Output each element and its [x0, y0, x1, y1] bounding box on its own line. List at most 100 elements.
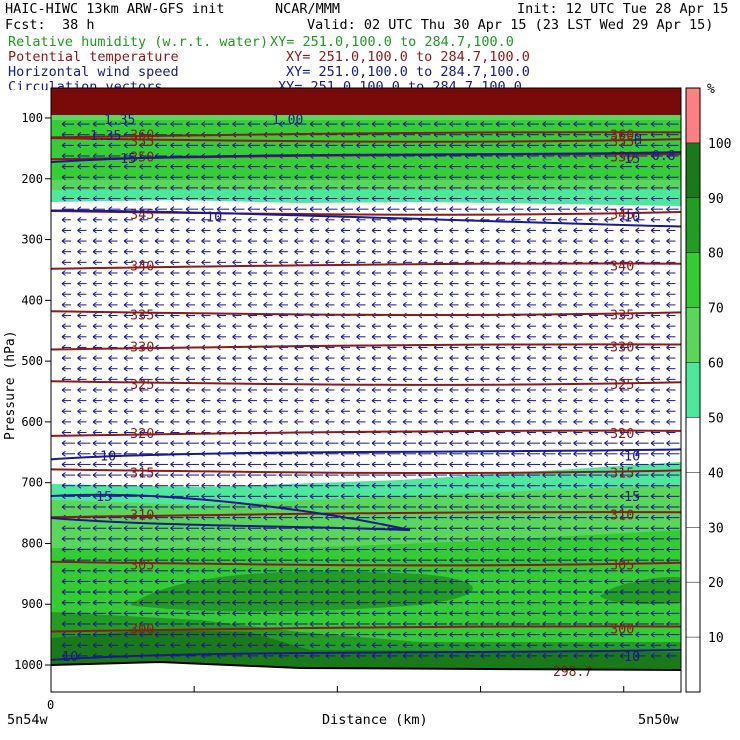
vector-head: [619, 450, 624, 457]
vector-head: [247, 621, 252, 627]
vector-head: [511, 525, 516, 532]
vector-head: [371, 493, 376, 500]
theta-contour: [51, 560, 681, 567]
vector-head: [232, 631, 237, 638]
vector-head: [108, 312, 113, 319]
theta-label: 335: [130, 307, 154, 323]
vector-head: [356, 578, 361, 585]
vector-head: [108, 621, 113, 627]
vector-head: [418, 482, 423, 489]
vector-head: [247, 184, 252, 191]
vector-head: [619, 163, 624, 170]
vector-head: [371, 514, 376, 521]
vector-head: [449, 546, 454, 553]
vector-head: [340, 376, 345, 383]
vector-head: [433, 493, 438, 500]
wind-speed-label: 10: [100, 448, 116, 464]
vector-head: [201, 567, 206, 574]
vector-head: [170, 461, 175, 468]
vector-head: [387, 546, 392, 553]
vector-head: [480, 238, 485, 244]
wind-speed-label: 10: [62, 649, 78, 665]
vector-head: [619, 418, 624, 425]
vector-head: [247, 599, 252, 606]
vector-head: [201, 227, 206, 234]
vector-head: [232, 291, 237, 298]
vector-head: [170, 567, 175, 574]
vector-head: [294, 206, 299, 213]
vector-head: [542, 355, 547, 361]
vector-head: [201, 631, 206, 638]
vector-head: [61, 291, 66, 298]
vector-head: [619, 610, 624, 617]
vector-head: [387, 418, 392, 425]
vector-head: [123, 461, 128, 468]
vector-head: [402, 440, 407, 447]
vector-head: [356, 599, 361, 606]
vector-head: [232, 567, 237, 574]
vector-head: [402, 174, 407, 181]
vector-head: [526, 440, 531, 447]
vector-head: [480, 121, 485, 127]
theta-label: 325: [130, 377, 154, 393]
vector-head: [263, 142, 268, 149]
vector-head: [294, 142, 299, 149]
vector-head: [449, 174, 454, 181]
vector-head: [61, 216, 66, 223]
vector-head: [511, 408, 516, 415]
vector-head: [557, 142, 562, 149]
vector-head: [371, 121, 376, 127]
vector-head: [573, 323, 578, 330]
vector-head: [294, 227, 299, 234]
vector-head: [604, 642, 609, 649]
vector-head: [232, 301, 237, 308]
vector-head: [495, 482, 500, 489]
vector-head: [185, 599, 190, 606]
vector-head: [170, 589, 175, 595]
vector-head: [635, 387, 640, 393]
vector-head: [356, 355, 361, 361]
vector-head: [526, 355, 531, 361]
vector-head: [356, 557, 361, 564]
vector-head: [232, 174, 237, 181]
vector-head: [340, 184, 345, 191]
vector-head: [294, 461, 299, 468]
vector-head: [650, 216, 655, 223]
vector-head: [666, 270, 671, 276]
colorbar-swatch: [686, 527, 700, 583]
vector-head: [573, 184, 578, 191]
vector-head: [449, 163, 454, 170]
vector-head: [449, 280, 454, 287]
vector-head: [619, 652, 624, 659]
vector-head: [278, 248, 283, 255]
vector-head: [371, 557, 376, 564]
vector-head: [294, 567, 299, 574]
vector-head: [588, 142, 593, 149]
vector-head: [387, 440, 392, 447]
vector-head: [619, 195, 624, 202]
vector-head: [263, 461, 268, 468]
vector-head: [511, 323, 516, 330]
vector-head: [464, 184, 469, 191]
vector-head: [511, 206, 516, 213]
vector-head: [542, 652, 547, 659]
vector-head: [542, 121, 547, 127]
vector-head: [495, 418, 500, 425]
vector-head: [604, 504, 609, 510]
vector-head: [263, 259, 268, 266]
vector-head: [170, 270, 175, 276]
vector-head: [139, 525, 144, 532]
vector-head: [154, 408, 159, 415]
vector-head: [139, 195, 144, 202]
vector-head: [433, 227, 438, 234]
vector-head: [387, 652, 392, 659]
vector-head: [77, 333, 82, 340]
vector-head: [635, 280, 640, 287]
vector-head: [92, 248, 97, 255]
vector-head: [139, 227, 144, 234]
vector-head: [650, 248, 655, 255]
vector-head: [650, 652, 655, 659]
vector-head: [495, 333, 500, 340]
vector-head: [201, 642, 206, 649]
vector-head: [573, 227, 578, 234]
